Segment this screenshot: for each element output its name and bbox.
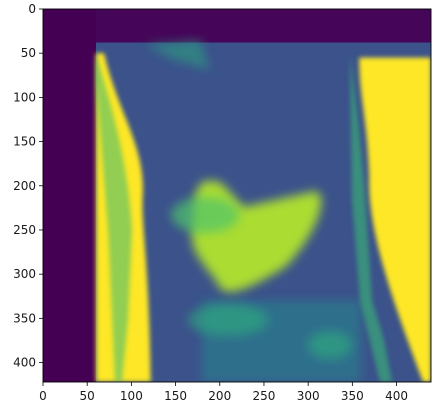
y-tick-label: 50 — [21, 46, 36, 60]
y-tick-label: 0 — [28, 2, 36, 16]
lower-center-glow — [188, 304, 268, 336]
x-tick-label: 100 — [120, 389, 143, 403]
x-tick-label: 50 — [80, 389, 95, 403]
y-tick-label: 400 — [13, 356, 36, 370]
center-highlight — [171, 197, 239, 233]
x-tick-label: 350 — [341, 389, 364, 403]
y-tick-label: 200 — [13, 179, 36, 193]
y-tick-label: 300 — [13, 267, 36, 281]
y-tick-label: 100 — [13, 90, 36, 104]
region-top-dark-band — [96, 9, 431, 43]
y-tick-label: 250 — [13, 223, 36, 237]
region-left-dark-band — [43, 9, 97, 382]
y-tick-label: 350 — [13, 311, 36, 325]
right-edge-glow — [350, 55, 392, 382]
y-axis: 0 50 100 150 200 250 300 350 400 — [13, 2, 43, 370]
texture-layer — [96, 40, 392, 382]
x-tick-label: 250 — [253, 389, 276, 403]
y-tick-label: 150 — [13, 135, 36, 149]
x-tick-label: 150 — [164, 389, 187, 403]
x-tick-label: 400 — [385, 389, 408, 403]
plot-frame — [42, 8, 432, 383]
region-right-bright-band — [359, 57, 431, 382]
x-tick-label: 200 — [208, 389, 231, 403]
lower-right-glow — [308, 331, 352, 359]
left-edge-glow — [96, 55, 132, 382]
x-tick-label: 0 — [39, 389, 47, 403]
upper-curve-glow — [145, 40, 210, 70]
x-tick-label: 300 — [297, 389, 320, 403]
heatmap-image — [43, 9, 431, 382]
x-axis: 0 50 100 150 200 250 300 350 400 — [39, 382, 408, 403]
